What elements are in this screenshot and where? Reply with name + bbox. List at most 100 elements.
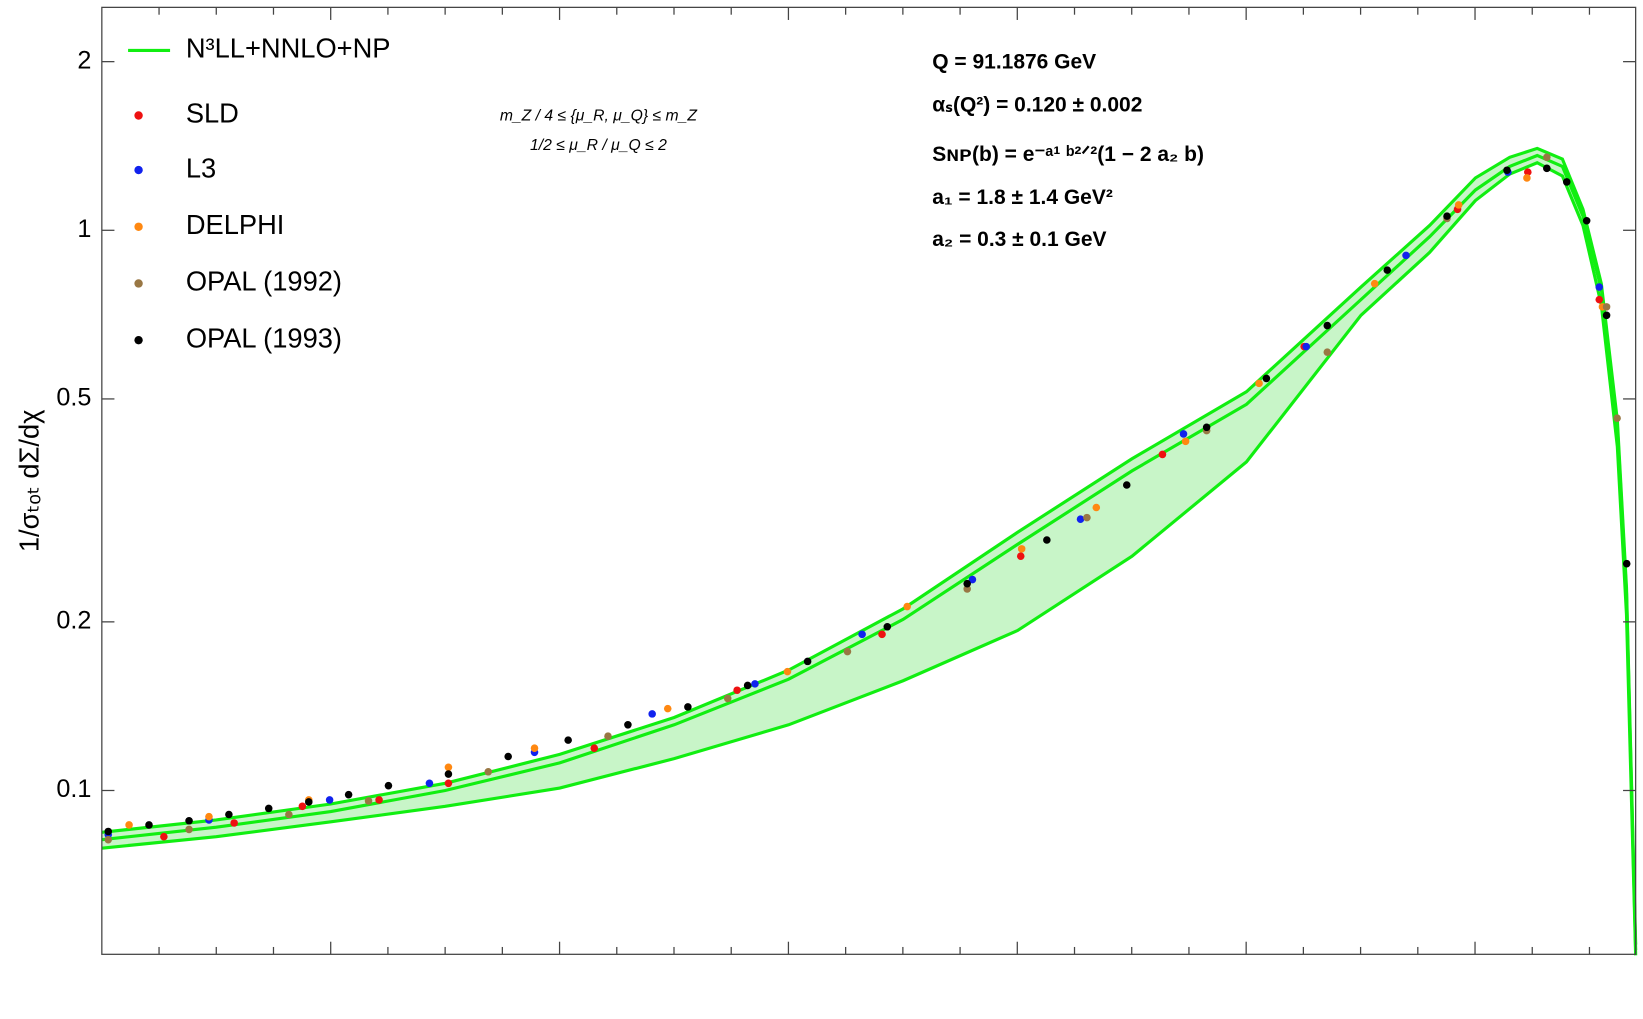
data-point [1302, 342, 1311, 351]
data-point [1622, 559, 1631, 568]
data-point [858, 630, 866, 639]
data-point [723, 694, 732, 703]
data-point [1262, 374, 1271, 383]
data-point [298, 802, 307, 811]
data-point [564, 736, 572, 744]
data-point [225, 810, 233, 819]
data-point [963, 585, 971, 593]
data-point [1562, 178, 1571, 186]
data-point [1543, 153, 1551, 162]
data-point [1443, 212, 1451, 220]
data-point [384, 781, 393, 790]
y-tick-label: 0.1 [56, 775, 91, 803]
data-point [444, 763, 453, 772]
data-point [1582, 216, 1591, 225]
data-point [364, 797, 373, 805]
data-point [185, 816, 193, 825]
data-point [803, 657, 812, 666]
data-point [684, 703, 692, 711]
legend-swatch [134, 335, 143, 345]
data-point [1503, 166, 1511, 175]
data-point [344, 790, 353, 799]
data-point [1179, 430, 1188, 438]
data-point [733, 686, 741, 695]
data-point [1083, 513, 1091, 522]
legend-label: DELPHI [186, 209, 285, 240]
data-point [1255, 379, 1263, 388]
band-lower [101, 161, 1638, 956]
annotation: Q = 91.1876 GeV [932, 51, 1096, 74]
legend-label: L3 [186, 152, 216, 183]
data-point [1370, 279, 1379, 288]
data-point [1122, 481, 1131, 489]
data-point [903, 602, 911, 611]
data-point [1323, 348, 1332, 356]
y-tick-label: 2 [77, 46, 91, 74]
data-point [1524, 168, 1532, 176]
data-point [648, 710, 656, 718]
data-point [1454, 201, 1463, 209]
y-tick-label: 0.5 [56, 384, 91, 412]
data-point [1595, 283, 1604, 291]
data-point [751, 680, 759, 688]
annotation: 1/2 ≤ μ_R / μ_Q ≤ 2 [530, 137, 667, 154]
legend-label: OPAL (1993) [186, 322, 342, 353]
data-point [1602, 303, 1611, 311]
data-point [1383, 266, 1392, 274]
plot-frame [101, 6, 1637, 955]
data-point [1602, 311, 1611, 320]
data-point [305, 798, 313, 806]
data-point [530, 744, 539, 752]
data-point [125, 821, 133, 829]
data-point [1043, 536, 1051, 544]
data-point [783, 667, 792, 676]
legend-swatch [134, 279, 143, 288]
legend-swatch [134, 165, 143, 175]
y-axis-label: 1/σₜₒₜ dΣ/dχ [14, 410, 45, 553]
legend-label: N³LL+NNLO+NP [186, 33, 391, 64]
annotation: Sɴᴘ(b) = e⁻ᵃ¹ ᵇ²ᐟ²(1 − 2 a₂ b) [932, 143, 1204, 166]
data-point [1595, 295, 1604, 304]
data-point [104, 827, 113, 836]
data-point [1181, 437, 1190, 446]
plot-area [101, 146, 1638, 956]
data-point [425, 779, 434, 788]
data-point [484, 767, 493, 776]
data-point [1016, 552, 1025, 560]
data-point [1402, 251, 1410, 260]
data-point [1017, 545, 1026, 553]
data-point [1092, 503, 1101, 512]
data-point [843, 647, 852, 656]
y-tick-label: 0.2 [56, 607, 91, 635]
data-point [663, 704, 672, 713]
data-point [375, 796, 383, 804]
data-point [1323, 321, 1332, 330]
legend-swatch [134, 111, 143, 120]
legend-swatch [134, 222, 143, 231]
data-point [160, 832, 168, 841]
data-point [285, 810, 293, 819]
data-point [104, 835, 113, 844]
data-point [1076, 515, 1085, 523]
data-point [444, 770, 453, 778]
data-point [883, 622, 892, 631]
data-point [444, 779, 453, 788]
data-point [1543, 164, 1551, 173]
data-point [325, 796, 334, 804]
data-point [264, 804, 273, 813]
data-point [878, 630, 886, 639]
data-point [1523, 174, 1531, 182]
data-point [743, 681, 752, 690]
data-point [1613, 414, 1621, 422]
annotation: a₁ = 1.8 ± 1.4 GeV² [932, 186, 1113, 209]
data-point [624, 721, 632, 729]
data-point [1158, 450, 1167, 459]
annotation: a₂ = 0.3 ± 0.1 GeV [932, 228, 1106, 251]
annotation: αₛ(Q²) = 0.120 ± 0.002 [932, 94, 1142, 117]
data-point [963, 579, 971, 588]
data-point [604, 732, 612, 740]
data-point [590, 744, 599, 752]
legend-label: SLD [186, 98, 239, 129]
annotation: m_Z / 4 ≤ {μ_R, μ_Q} ≤ m_Z [500, 108, 699, 125]
